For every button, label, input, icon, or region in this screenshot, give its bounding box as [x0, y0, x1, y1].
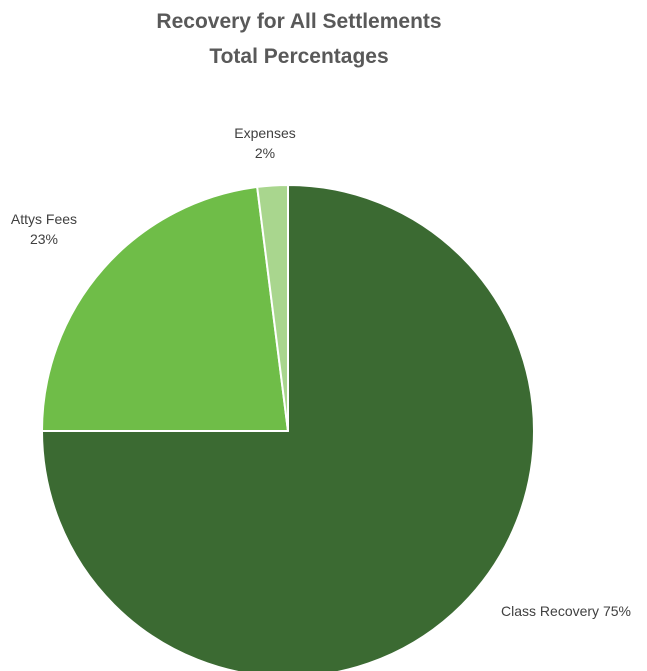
slice-label-line: Class Recovery 75% [501, 603, 631, 619]
pie-slice-expenses [256, 184, 289, 432]
pie-slices [41, 184, 535, 671]
chart-title-line-2: Total Percentages [209, 45, 388, 68]
slice-label-line: Expenses [234, 125, 295, 141]
slice-label-expenses: Expenses 2% [234, 125, 295, 161]
slice-label-line: 23% [30, 231, 58, 247]
slice-label-class-recovery: Class Recovery 75% [501, 603, 631, 619]
slice-label-attys-fees: Attys Fees 23% [11, 211, 77, 247]
pie-slice-attys-fees [41, 185, 289, 432]
slice-label-line: 2% [255, 145, 275, 161]
chart-title-line-1: Recovery for All Settlements [156, 10, 441, 33]
pie-labels: Class Recovery 75% Attys Fees 23% Expenses 2… [11, 125, 631, 619]
slice-label-line: Attys Fees [11, 211, 77, 227]
pie-slice-class-recovery [41, 184, 535, 671]
